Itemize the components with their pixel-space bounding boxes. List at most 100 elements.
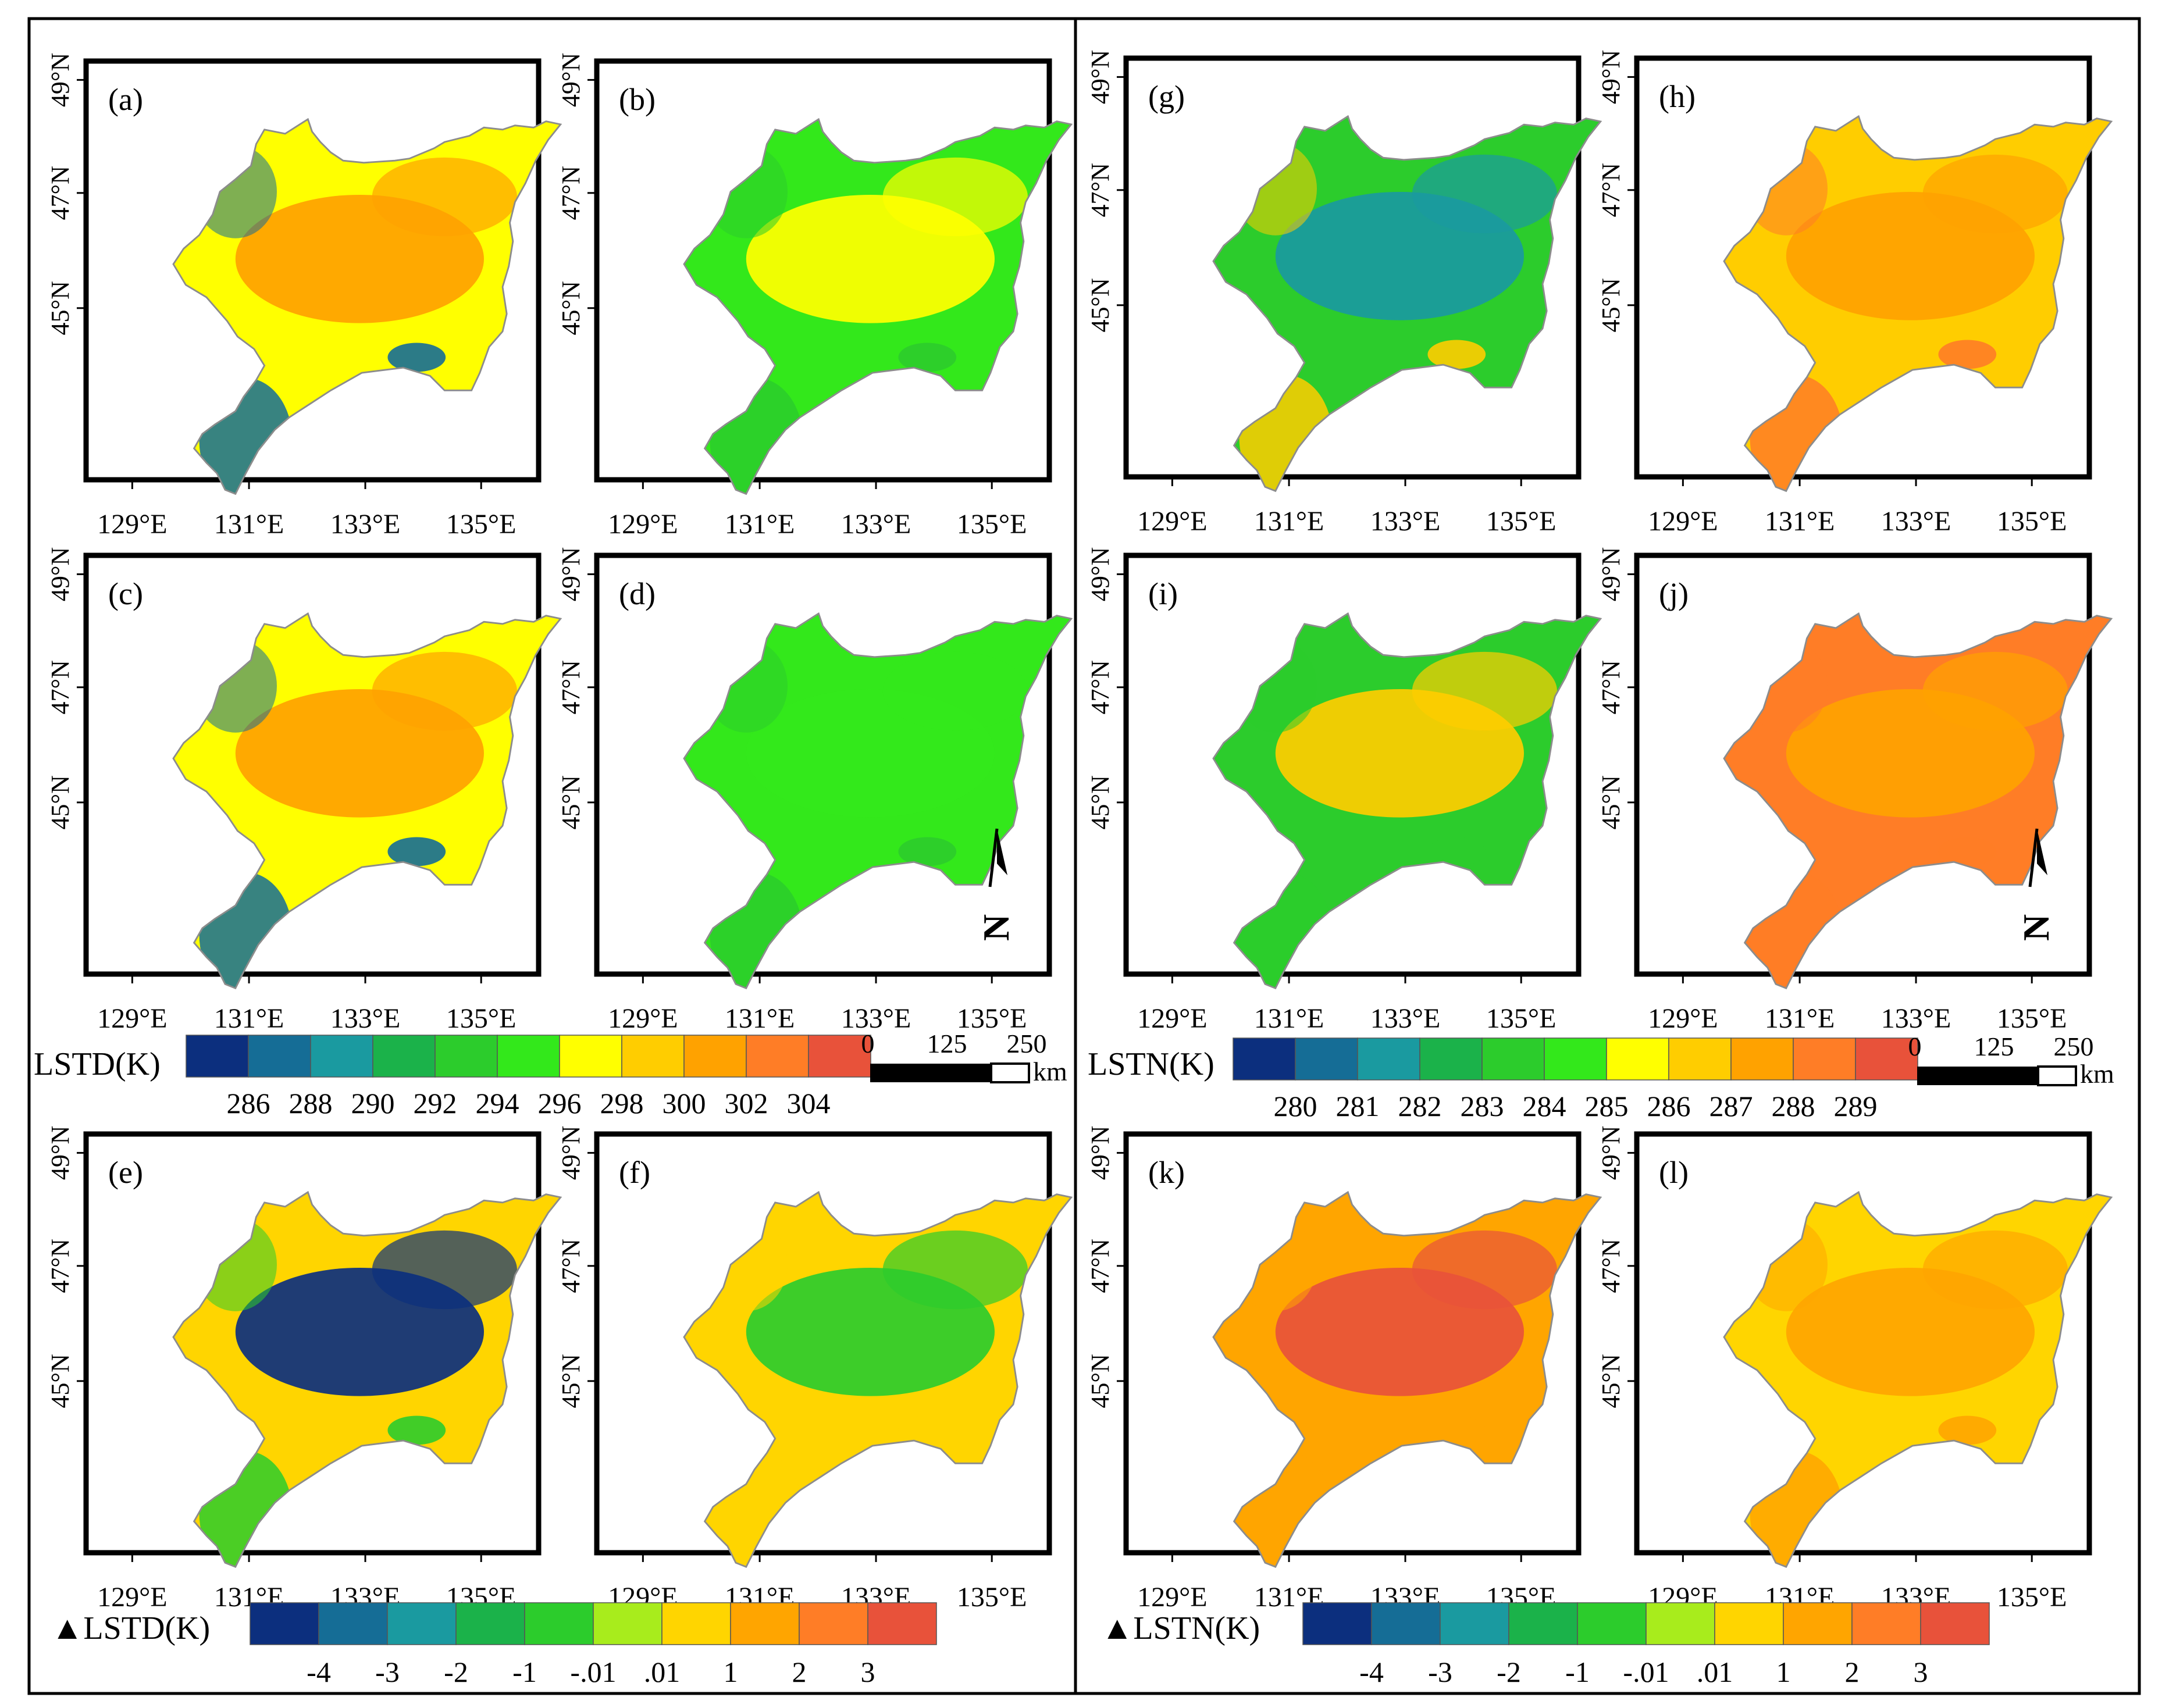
region-boundary	[1212, 612, 1602, 990]
region-boundary	[172, 1190, 562, 1568]
lon-label: 129°E	[1648, 506, 1718, 537]
colorbar-cell	[1508, 1602, 1578, 1645]
colorbar-cell	[683, 1035, 747, 1078]
colorbar-cell	[746, 1035, 809, 1078]
lat-label: 47°N	[557, 166, 585, 220]
colorbar-cell	[808, 1035, 871, 1078]
map-panel: (a) 129°E 131°E 133°E 135°E 49°N 47°N 45°N	[46, 53, 562, 540]
lon-label: 135°E	[957, 1582, 1027, 1613]
region-lake-zone	[1938, 1415, 1997, 1445]
lat-label: 47°N	[46, 660, 74, 714]
region-lake-zone	[1938, 340, 1997, 369]
colorbar-cell	[1544, 1037, 1607, 1081]
colorbar-cell	[1855, 1037, 1918, 1081]
lat-label: 47°N	[46, 1239, 74, 1293]
colorbar-cell	[867, 1602, 937, 1645]
lat-label: 49°N	[1597, 1126, 1625, 1180]
lon-label: 131°E	[725, 1003, 795, 1034]
colorbar-tick-label: -2	[444, 1656, 468, 1688]
colorbar-cell	[372, 1035, 436, 1078]
lat-label: 47°N	[1597, 660, 1625, 714]
colorbar-cell	[1606, 1037, 1669, 1081]
colorbar-tick-label: 284	[1523, 1090, 1566, 1122]
region-northeast-zone	[372, 157, 517, 237]
colorbar-cell	[497, 1035, 560, 1078]
colorbar-cell	[730, 1602, 800, 1645]
colorbar-tick-label: 294	[476, 1087, 519, 1119]
colorbar-cell	[559, 1035, 622, 1078]
panel-label: (b)	[619, 82, 656, 117]
colorbar-cell	[248, 1035, 311, 1078]
colorbar-tick-label: 282	[1398, 1090, 1442, 1122]
panel-label: (h)	[1659, 79, 1696, 114]
colorbar-tick-label: 3	[1914, 1656, 1928, 1688]
colorbar-cell	[1714, 1602, 1784, 1645]
region-lake-zone	[1938, 837, 1997, 867]
lat-label: 45°N	[1597, 775, 1625, 829]
map-panel: (f)129°E 131°E 133°E 135°E49°N47°N45°N	[557, 1126, 1073, 1613]
map-panel: (g) 129°E 131°E 133°E 135°E 49°N 47°N 45°N	[1086, 50, 1602, 537]
lon-label: 131°E	[1254, 1003, 1324, 1034]
lat-label: 47°N	[557, 1239, 585, 1293]
lat-label: 45°N	[1597, 278, 1625, 332]
lon-label: 129°E	[97, 1003, 168, 1034]
map-panel: (k)129°E 131°E 133°E 135°E49°N47°N45°N	[1086, 1126, 1602, 1613]
lat-label: 45°N	[1086, 1354, 1114, 1408]
lon-label: 133°E	[1881, 1003, 1951, 1034]
lon-label: 131°E	[725, 509, 795, 540]
region-boundary	[1212, 1190, 1602, 1568]
colorbar-tick-label: .01	[1697, 1656, 1733, 1688]
lat-label: 49°N	[557, 53, 585, 107]
colorbar-cell	[1419, 1037, 1483, 1081]
lon-label: 135°E	[957, 1003, 1027, 1034]
scalebar-left-tick-1: 125	[927, 1029, 967, 1058]
lat-label: 47°N	[1086, 1239, 1114, 1293]
lat-label: 49°N	[557, 547, 585, 601]
region-boundary	[1723, 612, 2113, 990]
legend-dlstn-bar: -4 -3 -2 -1 -.01 .01 1 2 3	[1302, 1602, 1990, 1688]
region-lake-zone	[1427, 1415, 1486, 1445]
panel-label: (i)	[1148, 576, 1178, 611]
map-panel: (h) 129°E 131°E 133°E 135°E 49°N 47°N 45°N	[1597, 50, 2113, 537]
scalebar-right-tick-2: 250	[2054, 1032, 2094, 1061]
colorbar-cell	[1920, 1602, 1990, 1645]
colorbar-cell	[1730, 1037, 1794, 1081]
lon-label: 129°E	[97, 1582, 168, 1613]
scalebar-right: 0 125 250 km	[1908, 1032, 2115, 1089]
lon-label: 133°E	[841, 1003, 911, 1034]
colorbar-tick-label: -3	[1428, 1656, 1452, 1688]
colorbar-tick-label: -2	[1497, 1656, 1521, 1688]
lon-label: 135°E	[446, 509, 517, 540]
colorbar-cell	[661, 1602, 731, 1645]
map-panel: (l)129°E 131°E 133°E 135°E49°N47°N45°N	[1597, 1126, 2113, 1613]
colorbar-tick-label: -3	[375, 1656, 400, 1688]
colorbar-cell	[310, 1035, 373, 1078]
colorbar-tick-label: 288	[1772, 1090, 1815, 1122]
scalebar-left-tick-0: 0	[861, 1029, 875, 1058]
region-boundary	[1723, 1190, 2113, 1568]
lon-label: 129°E	[608, 1003, 678, 1034]
lon-label: 129°E	[1137, 506, 1208, 537]
lat-label: 47°N	[1597, 1239, 1625, 1293]
lat-label: 49°N	[46, 1126, 74, 1180]
colorbar-tick-label: 3	[861, 1656, 875, 1688]
colorbar-cell	[1357, 1037, 1420, 1081]
north-arrow: N	[2015, 828, 2057, 941]
region-boundary	[683, 117, 1073, 495]
lon-label: 129°E	[1137, 1582, 1208, 1613]
colorbar-cell	[186, 1035, 249, 1078]
map-panel: (e)129°E 131°E 133°E 135°E49°N47°N45°N	[46, 1126, 562, 1613]
lon-label: 133°E	[1370, 506, 1441, 537]
map-panel: (b) 129°E 131°E 133°E 135°E 49°N 47°N 45°N	[557, 53, 1073, 540]
lon-label: 133°E	[841, 509, 911, 540]
panel-label: (k)	[1148, 1155, 1185, 1190]
colorbar-cell	[1295, 1037, 1358, 1081]
colorbar-cell	[455, 1602, 525, 1645]
colorbar-cell	[1481, 1037, 1545, 1081]
lon-label: 133°E	[1370, 1003, 1441, 1034]
region-lake-zone	[898, 343, 957, 372]
north-arrow-head	[2037, 829, 2047, 875]
lon-label: 133°E	[330, 1003, 401, 1034]
colorbar-tick-label: 298	[600, 1087, 644, 1119]
colorbar-tick-label: 1	[724, 1656, 738, 1688]
